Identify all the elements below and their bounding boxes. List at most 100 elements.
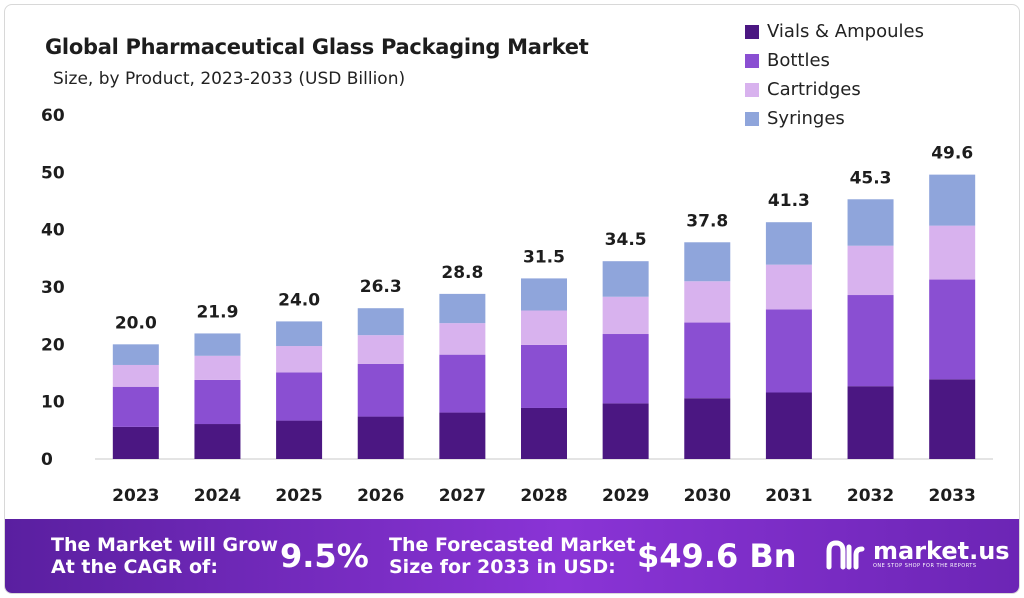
- bar-total-label: 24.0: [278, 290, 320, 310]
- bar-segment: [276, 420, 323, 459]
- bar-segment: [357, 363, 404, 417]
- bar-segment: [929, 379, 976, 459]
- x-tick-label: 2024: [194, 486, 241, 506]
- bar-segment: [684, 281, 731, 323]
- bar-segment: [929, 225, 976, 280]
- x-tick-label: 2030: [684, 486, 731, 506]
- x-tick-label: 2023: [112, 486, 159, 506]
- x-tick-label: 2025: [275, 486, 322, 506]
- bar-segment: [112, 426, 159, 459]
- y-tick-label: 30: [41, 278, 65, 298]
- brand-name: market.us: [873, 537, 1010, 565]
- bar-segment: [357, 335, 404, 364]
- bar-segment: [439, 354, 486, 413]
- brand-tagline: ONE STOP SHOP FOR THE REPORTS: [873, 563, 977, 569]
- legend-item-vials-ampoules: Vials & Ampoules: [745, 17, 924, 46]
- bar-segment: [521, 407, 567, 459]
- cagr-label: The Market will Grow At the CAGR of:: [51, 534, 278, 578]
- legend-label: Cartridges: [767, 79, 861, 100]
- bar-segment: [847, 199, 894, 246]
- x-tick-label: 2031: [765, 486, 812, 506]
- x-tick-label: 2027: [439, 486, 486, 506]
- bar-total-label: 28.8: [441, 263, 483, 283]
- legend-label: Syringes: [767, 108, 845, 129]
- bar-segment: [765, 392, 812, 459]
- y-tick-label: 50: [41, 163, 65, 183]
- bar-segment: [684, 242, 731, 282]
- bar-segment: [439, 412, 486, 459]
- bar-total-label: 41.3: [768, 191, 810, 211]
- chart-title: Global Pharmaceutical Glass Packaging Ma…: [45, 35, 589, 59]
- bar-segment: [276, 321, 323, 347]
- cagr-label-line1: The Market will Grow: [51, 534, 279, 556]
- bar-segment: [602, 334, 649, 404]
- bar-segment: [521, 310, 567, 345]
- bar-segment: [276, 372, 323, 421]
- y-tick-label: 20: [41, 335, 65, 355]
- bar-segment: [765, 264, 812, 310]
- market-us-logo-icon: [826, 540, 865, 570]
- bar-total-label: 31.5: [523, 247, 565, 267]
- forecast-label: The Forecasted Market Size for 2033 in U…: [389, 534, 635, 578]
- chart-subtitle: Size, by Product, 2023-2033 (USD Billion…: [53, 69, 406, 89]
- bar-segment: [765, 309, 812, 393]
- bar-total-label: 21.9: [196, 302, 238, 322]
- legend-swatch: [745, 111, 759, 126]
- bar-segment: [112, 386, 159, 427]
- cagr-value: 9.5%: [280, 537, 369, 575]
- bar-total-label: 34.5: [605, 230, 647, 250]
- forecast-label-line2: Size for 2033 in USD:: [389, 556, 616, 578]
- stacked-bar-chart: 010203040506020.0202321.9202424.0202526.…: [41, 106, 993, 506]
- bar-segment: [847, 386, 894, 459]
- chart-legend: Vials & Ampoules Bottles Cartridges Syri…: [745, 17, 924, 133]
- bar-total-label: 26.3: [360, 277, 402, 297]
- cagr-label-line2: At the CAGR of:: [51, 556, 218, 578]
- bar-segment: [602, 296, 649, 335]
- forecast-label-line1: The Forecasted Market: [389, 534, 636, 556]
- chart-frame: Global Pharmaceutical Glass Packaging Ma…: [4, 4, 1020, 594]
- legend-swatch: [745, 24, 759, 39]
- y-tick-label: 40: [41, 221, 65, 241]
- x-tick-label: 2026: [357, 486, 404, 506]
- x-tick-label: 2032: [847, 486, 894, 506]
- x-tick-label: 2028: [520, 486, 567, 506]
- bar-segment: [194, 379, 241, 425]
- legend-item-cartridges: Cartridges: [745, 75, 924, 104]
- bar-segment: [112, 364, 159, 387]
- legend-item-bottles: Bottles: [745, 46, 924, 75]
- bar-segment: [847, 295, 894, 387]
- bar-segment: [194, 355, 241, 380]
- bar-segment: [112, 344, 159, 365]
- bar-segment: [765, 222, 812, 265]
- y-tick-label: 0: [41, 450, 53, 470]
- bar-total-label: 45.3: [850, 168, 892, 188]
- bar-segment: [929, 279, 976, 380]
- bar-segment: [521, 278, 567, 311]
- bar-total-label: 37.8: [686, 211, 728, 231]
- bar-segment: [439, 293, 486, 324]
- bar-segment: [194, 333, 241, 356]
- bar-segment: [847, 245, 894, 296]
- legend-item-syringes: Syringes: [745, 104, 924, 133]
- bar-total-label: 20.0: [115, 313, 157, 333]
- summary-banner: The Market will Grow At the CAGR of: 9.5…: [5, 519, 1019, 593]
- bar-segment: [357, 308, 404, 336]
- y-tick-label: 60: [41, 106, 65, 126]
- bar-segment: [684, 398, 731, 459]
- bar-segment: [194, 424, 241, 459]
- y-tick-label: 10: [41, 393, 65, 413]
- brand-logo: market.us ONE STOP SHOP FOR THE REPORTS: [825, 537, 1010, 571]
- forecast-value: $49.6 Bn: [637, 537, 797, 575]
- bar-total-label: 49.6: [931, 144, 973, 164]
- bar-segment: [929, 174, 976, 226]
- x-tick-label: 2033: [929, 486, 976, 506]
- bar-segment: [602, 403, 649, 459]
- bar-segment: [684, 322, 731, 399]
- bar-segment: [602, 261, 649, 297]
- brand-text: market.us ONE STOP SHOP FOR THE REPORTS: [867, 539, 1010, 569]
- bar-segment: [439, 323, 486, 355]
- bar-segment: [357, 416, 404, 459]
- bar-segment: [276, 346, 323, 373]
- legend-swatch: [745, 53, 759, 68]
- x-tick-label: 2029: [602, 486, 649, 506]
